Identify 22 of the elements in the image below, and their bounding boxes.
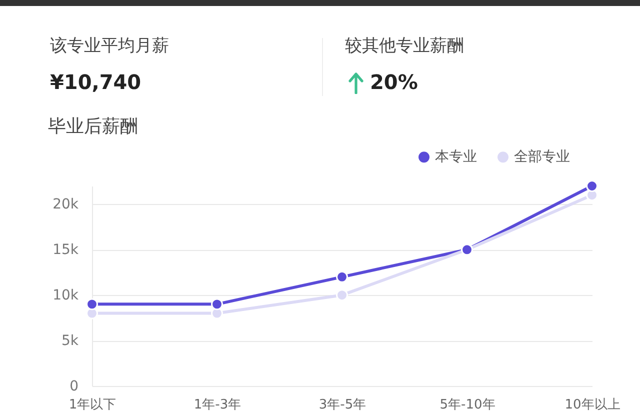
x-tick-label: 1年以下: [68, 398, 116, 412]
y-tick-label: 10k: [52, 288, 80, 304]
text: 较其他专业薪酬: [345, 35, 464, 57]
point: [211, 298, 223, 310]
text: ¥10,740: [50, 70, 142, 94]
text: 该专业平均月薪: [50, 35, 169, 57]
legend-label: 本专业: [435, 149, 477, 166]
point: [336, 270, 348, 283]
x-tick-label: 3年-5年: [318, 398, 366, 412]
legend-label: 全部专业: [514, 149, 570, 166]
x-tick-label: 5年-10年: [440, 398, 496, 412]
y-tick-label: 0: [70, 378, 78, 394]
text: 20%: [370, 70, 418, 94]
chart-title: 毕业后薪酬: [48, 116, 138, 137]
point: [586, 180, 598, 192]
point: [336, 289, 348, 302]
y-tick-label: 5k: [61, 333, 80, 350]
y-tick-label: 20k: [52, 196, 80, 213]
x-tick-label: 1年-3年: [194, 398, 242, 412]
point: [86, 298, 98, 310]
y-tick-label: 15k: [52, 242, 80, 258]
x-tick-label: 10年以上: [564, 398, 620, 412]
